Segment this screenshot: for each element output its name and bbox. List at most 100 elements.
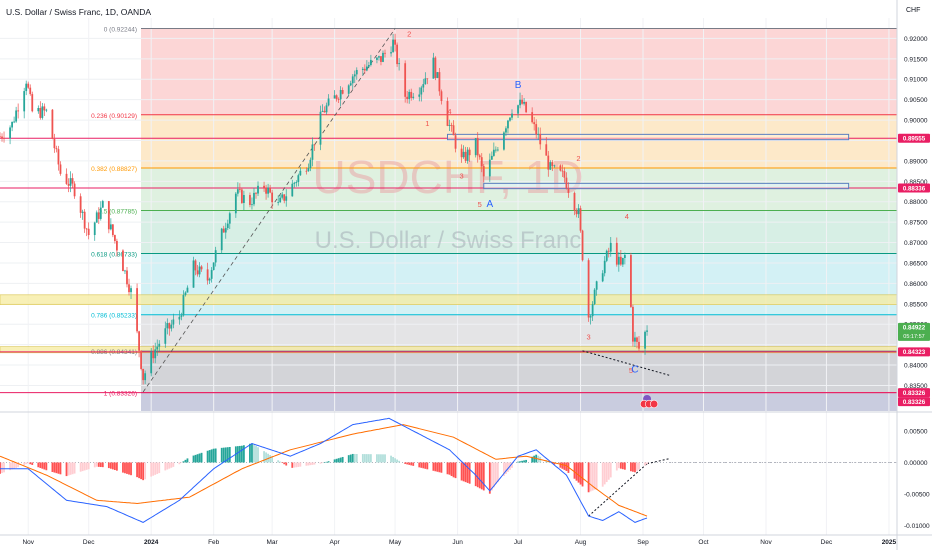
macd-hist-43 — [122, 462, 124, 472]
candle-body-0 — [0, 136, 1, 137]
candle-body-153 — [432, 58, 434, 79]
macd-hist-123 — [348, 455, 350, 462]
x-tick-7: Jun — [452, 539, 463, 546]
candle-body-12 — [31, 94, 33, 111]
candle-body-92 — [257, 186, 259, 194]
x-tick-12: Nov — [760, 539, 772, 546]
candle-body-55 — [154, 349, 156, 358]
x-tick-14: 2025 — [882, 539, 897, 546]
macd-hist-137 — [384, 454, 386, 462]
macd-hist-208 — [588, 462, 590, 492]
candle-body-53 — [150, 352, 152, 373]
candle-body-159 — [449, 125, 451, 126]
candle-body-165 — [465, 152, 467, 161]
macd-hist-128 — [362, 454, 364, 462]
macd-hist-91 — [255, 446, 257, 463]
macd-hist-68 — [193, 456, 195, 463]
macd-hist-172 — [483, 462, 485, 490]
candle-body-150 — [422, 84, 424, 87]
candle-body-171 — [481, 157, 483, 166]
macd-hist-132 — [370, 454, 372, 462]
x-tick-8: Jul — [514, 539, 523, 546]
macd-hist-38 — [108, 462, 110, 468]
macd-hist-27 — [74, 462, 76, 473]
candle-body-25 — [70, 178, 72, 186]
price-label-3: 0.84323 — [903, 349, 926, 356]
macd-trend-line-ext — [647, 459, 669, 464]
x-tick-3: Feb — [208, 539, 220, 546]
candle-body-133 — [376, 58, 378, 60]
candle-body-81 — [227, 224, 229, 228]
macd-hist-169 — [477, 462, 479, 487]
candle-body-41 — [114, 235, 116, 241]
macd-hist-213 — [602, 462, 604, 486]
macd-hist-62 — [172, 462, 174, 466]
candle-body-49 — [138, 331, 140, 350]
candle-body-26 — [72, 178, 74, 183]
candle-body-217 — [610, 243, 612, 252]
wave-label-3: 3 — [460, 171, 464, 180]
macd-hist-215 — [606, 462, 608, 482]
macd-hist-116 — [326, 462, 328, 463]
candle-body-30 — [84, 212, 86, 229]
candle-body-43 — [122, 250, 124, 271]
macd-hist-146 — [410, 462, 412, 465]
macd-hist-204 — [576, 462, 578, 480]
candle-body-190 — [535, 124, 537, 134]
candle-body-3 — [9, 127, 11, 138]
candle-body-27 — [74, 184, 76, 197]
candle-body-167 — [469, 150, 471, 155]
macd-hist-78 — [221, 448, 223, 463]
price-label-5: 0.83326 — [903, 399, 926, 406]
candle-body-118 — [334, 95, 336, 98]
macd-hist-122 — [342, 457, 344, 462]
wave-label-11: C — [631, 364, 638, 375]
candle-body-57 — [158, 344, 160, 347]
candle-body-177 — [497, 150, 499, 151]
macd-hist-8 — [23, 462, 25, 464]
macd-hist-77 — [215, 448, 217, 462]
candle-body-5 — [13, 122, 15, 123]
candle-body-226 — [636, 338, 638, 342]
candle-body-168 — [475, 138, 477, 155]
candle-body-142 — [398, 63, 400, 64]
candle-body-62 — [172, 319, 174, 324]
candle-body-19 — [54, 139, 56, 148]
macd-hist-47 — [130, 462, 132, 475]
macd-hist-16 — [43, 462, 45, 469]
macd-hist-25 — [70, 462, 72, 474]
macd-hist-214 — [604, 462, 606, 484]
candle-body-152 — [426, 78, 428, 79]
x-tick-1: Dec — [83, 539, 95, 546]
fib-label-0.886: 0.886 (0.84341) — [91, 349, 137, 356]
candle-body-79 — [223, 229, 225, 233]
candle-body-222 — [624, 255, 626, 258]
macd-hist-79 — [223, 448, 225, 463]
macd-hist-29 — [82, 462, 84, 471]
candle-body-100 — [281, 194, 283, 197]
macd-hist-41 — [114, 462, 116, 470]
candle-body-18 — [52, 110, 54, 139]
candle-body-8 — [23, 91, 25, 111]
y-tick-16: 0.84000 — [904, 363, 928, 370]
candle-body-126 — [354, 74, 356, 76]
macd-hist-150 — [422, 462, 424, 468]
candle-body-192 — [539, 134, 541, 144]
candle-body-207 — [582, 231, 584, 261]
candle-body-59 — [166, 323, 168, 328]
candle-body-149 — [420, 88, 422, 95]
macd-hist-37 — [102, 462, 104, 467]
macd-hist-0 — [0, 462, 1, 473]
macd-hist-30 — [84, 462, 86, 470]
macd-hist-65 — [183, 461, 185, 462]
candle-body-35 — [98, 212, 100, 219]
fib-label-0.786: 0.786 (0.85233) — [91, 313, 137, 320]
macd-hist-87 — [243, 445, 245, 462]
currency-label[interactable]: CHF — [906, 7, 920, 14]
macd-hist-121 — [340, 458, 342, 463]
macd-hist-200 — [564, 462, 566, 469]
candle-body-200 — [564, 171, 566, 178]
macd-line — [0, 418, 647, 522]
